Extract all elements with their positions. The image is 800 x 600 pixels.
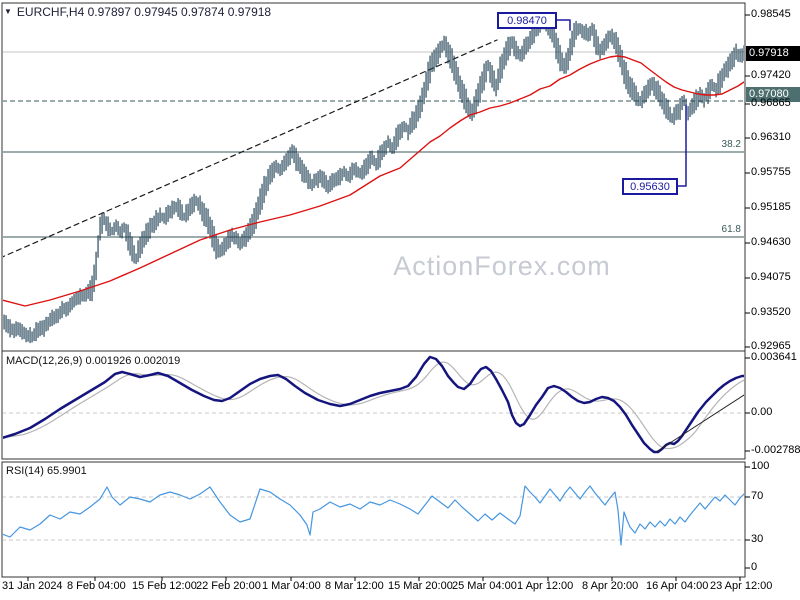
price-axis-label: 0.93520 xyxy=(751,306,791,318)
rsi-axis-label: 70 xyxy=(751,490,764,502)
macd-axis-label: 0.00 xyxy=(751,406,773,418)
level-price-tag: 0.97080 xyxy=(746,87,800,102)
date-axis-label: 22 Feb 20:00 xyxy=(196,580,261,592)
price-axis-label: 0.98545 xyxy=(751,8,791,20)
price-axis-label: 0.95755 xyxy=(751,166,791,178)
fib-61.8-label: 61.8 xyxy=(721,224,741,235)
symbol-dropdown-icon[interactable]: ▼ xyxy=(4,7,12,16)
date-axis-label: 15 Mar 20:00 xyxy=(388,580,453,592)
date-axis-label: 8 Apr 20:00 xyxy=(582,580,639,592)
price-annotation-low[interactable]: 0.95630 xyxy=(622,178,678,195)
date-axis-label: 1 Apr 12:00 xyxy=(517,580,574,592)
price-annotation-high[interactable]: 0.98470 xyxy=(497,12,557,29)
current-price-tag: 0.97918 xyxy=(746,46,800,61)
date-axis-label: 8 Feb 04:00 xyxy=(67,580,126,592)
price-axis-label: 0.94630 xyxy=(751,236,791,248)
price-axis-label: 0.96865 xyxy=(751,97,791,109)
date-axis-label: 16 Apr 04:00 xyxy=(646,580,709,592)
price-axis-label: 0.94075 xyxy=(751,271,791,283)
date-axis-label: 25 Mar 04:00 xyxy=(452,580,517,592)
date-axis-label: 23 Apr 12:00 xyxy=(710,580,773,592)
date-axis-label: 15 Feb 12:00 xyxy=(132,580,197,592)
date-axis-label: 8 Mar 12:00 xyxy=(325,580,384,592)
symbol-ohlc-readout: EURCHF,H4 0.97897 0.97945 0.97874 0.9791… xyxy=(16,5,272,19)
price-axis-label: 0.97420 xyxy=(751,69,791,81)
macd-axis-label: 0.003641 xyxy=(751,351,797,363)
price-axis-label: 0.95185 xyxy=(751,201,791,213)
rsi-indicator-label: RSI(14) 65.9901 xyxy=(6,465,87,477)
date-axis-label: 31 Jan 2024 xyxy=(2,580,63,592)
rsi-axis-label: 100 xyxy=(751,460,770,472)
price-axis-label: 0.96310 xyxy=(751,131,791,143)
rsi-axis-label: 30 xyxy=(751,533,764,545)
fib-38.2-label: 38.2 xyxy=(721,139,741,150)
watermark: ActionForex.com xyxy=(393,251,611,281)
rsi-axis-label: 0 xyxy=(751,561,758,573)
chart-title: ▼ EURCHF,H4 0.97897 0.97945 0.97874 0.979… xyxy=(4,5,271,19)
macd-axis-label: -0.002788 xyxy=(751,444,800,456)
date-axis-label: 1 Mar 04:00 xyxy=(262,580,321,592)
price-axis-label: 0.92965 xyxy=(751,340,791,352)
macd-indicator-label: MACD(12,26,9) 0.001926 0.002019 xyxy=(6,355,181,367)
